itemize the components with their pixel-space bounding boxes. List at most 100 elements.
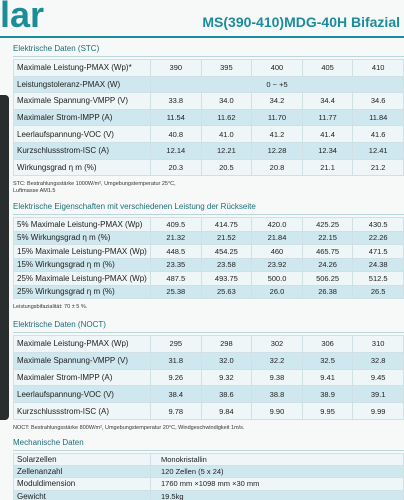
cell-value: 32.2 [251, 351, 303, 370]
cell-value: 306 [301, 335, 354, 353]
footnote: STC: Bestrahlungsstärke 1000W/m², Umgebu… [13, 181, 404, 195]
section: Mechanische Daten Solarzellen Monokristall… [13, 438, 404, 500]
row-label: Maximaler Strom-IMPP (A) [13, 108, 151, 127]
row-label: 15% Maximale Leistung-PMAX (Wp) [13, 244, 151, 259]
row-label: Maximale Spannung-VMPP (V) [13, 92, 151, 110]
cell-value: 34.4 [301, 92, 354, 110]
footnote-line: Luftmasse AM1.5 [13, 188, 56, 195]
cell-value: 21.52 [200, 230, 253, 245]
cell-value: 471.5 [352, 244, 404, 259]
row-label: Kurzschlussstrom-ISC (A) [13, 402, 151, 420]
table-row: 15% Maximale Leistung-PMAX (Wp) 448.5 454.… [13, 244, 404, 259]
table-row: Solarzellen Monokristallin [13, 452, 404, 467]
cell-value: 512.5 [352, 271, 404, 286]
section-title: Elektrische Daten (STC) [13, 44, 404, 57]
table-row: 25% Maximale Leistung-PMAX (Wp) 487.5 493.… [13, 271, 404, 286]
cell-value: 11.77 [301, 108, 354, 127]
cell-value: 32.8 [352, 351, 404, 370]
cell-value: 34.0 [200, 92, 253, 110]
table-row: Kurzschlussstrom-ISC (A) 12.14 12.21 12.28 1… [13, 141, 404, 160]
cell-value: 454.25 [200, 244, 253, 259]
row-label: Maximale Leistung-PMAX (Wp) [13, 335, 151, 353]
cell-value: 41.6 [352, 125, 404, 143]
cell-value: 12.21 [200, 141, 253, 160]
table-row: Gewicht 19.5kg [13, 489, 404, 500]
data-table: Maximale Leistung-PMAX (Wp) 295 298 302 306 3… [13, 335, 404, 420]
cell-value: 390 [150, 59, 202, 77]
cell-value: 21.84 [251, 230, 303, 245]
cell-value: 38.6 [200, 385, 253, 404]
cell-value: 31.8 [150, 351, 202, 370]
table-row: 25% Wirkungsgrad η m (%) 25.38 25.63 26.0 26… [13, 284, 404, 299]
table-row: 15% Wirkungsgrad η m (%) 23.35 23.58 23.92 2… [13, 257, 404, 272]
cell-value: 9.32 [200, 368, 253, 387]
table-row: Maximale Leistung-PMAX (Wp)* 390 395 400 405… [13, 59, 404, 77]
logo: lar [0, 0, 45, 35]
cell-value: 25.63 [200, 284, 253, 299]
device-edge [0, 95, 9, 420]
cell-value: 302 [251, 335, 303, 353]
cell-value: 460 [251, 244, 303, 259]
cell-value: 23.35 [150, 257, 202, 272]
cell-value: 21.2 [352, 158, 404, 177]
cell-value: 9.41 [301, 368, 354, 387]
cell-value: 34.2 [251, 92, 303, 110]
footnote-line: NOCT: Bestrahlungsstärke 800W/m², Umgebu… [13, 424, 245, 431]
cell-value: 26.38 [301, 284, 354, 299]
cell-value: 11.84 [352, 108, 404, 127]
cell-value: 25.38 [150, 284, 202, 299]
cell-value: 12.14 [150, 141, 202, 160]
row-label: Maximaler Strom-IMPP (A) [13, 368, 151, 387]
cell-value: 465.75 [301, 244, 354, 259]
cell-value: 420.0 [251, 217, 303, 232]
cell-value: 41.2 [251, 125, 303, 143]
cell-value: 22.26 [352, 230, 404, 245]
cell-value: 430.5 [352, 217, 404, 232]
row-label: Moduldimension [13, 477, 151, 491]
cell-value: 0 ~ +5 [150, 75, 404, 94]
cell-value: 414.75 [200, 217, 253, 232]
cell-value: 500.0 [251, 271, 303, 286]
cell-value: 310 [352, 335, 404, 353]
cell-value: 295 [150, 335, 202, 353]
cell-value: 33.8 [150, 92, 202, 110]
cell-value: Monokristallin [150, 452, 404, 467]
cell-value: 26.0 [251, 284, 303, 299]
row-label: Zellenanzahl [13, 465, 151, 479]
section: Elektrische Eigenschaften mit verschiede… [13, 202, 404, 311]
product-title: MS(390-410)MDG-40H Bifazial [202, 14, 400, 30]
row-label: Kurzschlussstrom-ISC (A) [13, 141, 151, 160]
cell-value: 41.4 [301, 125, 354, 143]
cell-value: 32.0 [200, 351, 253, 370]
table-row: Kurzschlussstrom-ISC (A) 9.78 9.84 9.90 9.95… [13, 402, 404, 420]
cell-value: 24.38 [352, 257, 404, 272]
cell-value: 40.8 [150, 125, 202, 143]
footnote: Leistungsbifazialität: 70 ± 5 %. [13, 304, 404, 311]
cell-value: 39.1 [352, 385, 404, 404]
cell-value: 506.25 [301, 271, 354, 286]
cell-value: 11.54 [150, 108, 202, 127]
table-row: Leerlaufspannung-VOC (V) 40.8 41.0 41.2 41.4… [13, 125, 404, 143]
row-label: Maximale Spannung-VMPP (V) [13, 351, 151, 370]
cell-value: 9.84 [200, 402, 253, 420]
cell-value: 23.92 [251, 257, 303, 272]
header-rule [0, 36, 404, 38]
row-label: 25% Maximale Leistung-PMAX (Wp) [13, 271, 151, 286]
cell-value: 26.5 [352, 284, 404, 299]
section-title: Elektrische Daten (NOCT) [13, 320, 404, 333]
row-label: 5% Maximale Leistung-PMAX (Wp) [13, 217, 151, 232]
cell-value: 38.4 [150, 385, 202, 404]
table-row: Leistungstoleranz-PMAX (W) 0 ~ +5 [13, 75, 404, 94]
table-row: 5% Wirkungsgrad η m (%) 21.32 21.52 21.84 22… [13, 230, 404, 245]
row-label: Wirkungsgrad η m (%) [13, 158, 151, 177]
table-row: Maximale Spannung-VMPP (V) 31.8 32.0 32.2 32… [13, 351, 404, 370]
table-row: Wirkungsgrad η m (%) 20.3 20.5 20.8 21.1 21.2 [13, 158, 404, 177]
cell-value: 395 [200, 59, 253, 77]
table-row: Zellenanzahl 120 Zellen (5 x 24) [13, 465, 404, 479]
cell-value: 38.8 [251, 385, 303, 404]
cell-value: 11.62 [200, 108, 253, 127]
cell-value: 22.15 [301, 230, 354, 245]
table-row: Maximaler Strom-IMPP (A) 9.26 9.32 9.38 9.41… [13, 368, 404, 387]
section-title: Mechanische Daten [13, 438, 404, 451]
cell-value: 409.5 [150, 217, 202, 232]
